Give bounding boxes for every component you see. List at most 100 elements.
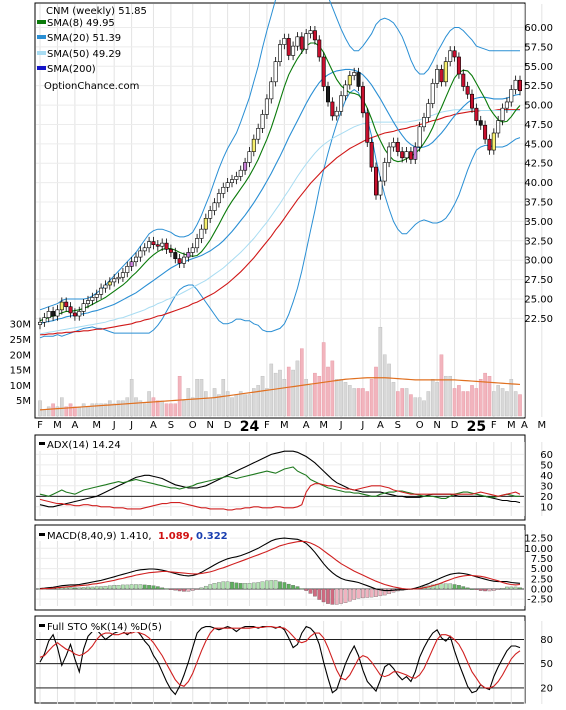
price-y-tick: 42.50 <box>524 159 553 170</box>
candle-body <box>430 83 435 104</box>
candle-body <box>182 256 187 264</box>
macd-histogram-bar <box>81 587 86 590</box>
candle-body <box>125 266 130 273</box>
macd-histogram-bar <box>313 588 317 597</box>
panel-y-tick: 2.50 <box>531 574 553 585</box>
candle-body <box>456 56 461 75</box>
volume-bar <box>365 391 370 417</box>
volume-bar <box>291 369 295 417</box>
volume-bar <box>77 406 82 417</box>
volume-bar <box>465 391 470 417</box>
x-tick-label: A <box>377 420 384 431</box>
volume-bar <box>38 400 42 417</box>
sto-title-bg <box>38 619 170 632</box>
x-tick-label: F <box>264 420 270 431</box>
price-y-tick: 27.50 <box>524 275 553 286</box>
price-y-tick: 22.50 <box>524 314 553 325</box>
macd-histogram-bar <box>304 588 309 591</box>
price-y-tick: 57.50 <box>524 42 553 53</box>
candle-body <box>42 317 47 323</box>
candle-body <box>478 120 483 126</box>
volume-bar <box>212 388 217 417</box>
volume-bar <box>439 354 444 417</box>
price-y-tick: 55.00 <box>524 62 553 73</box>
volume-bar <box>86 406 90 417</box>
panel-y-tick: 10 <box>540 502 553 513</box>
volume-bar <box>374 366 378 417</box>
macd-histogram-bar <box>217 582 221 590</box>
macd-histogram-bar <box>265 580 269 590</box>
indicator-line <box>39 537 521 592</box>
candle-body <box>369 142 374 168</box>
macd-histogram-bar <box>68 587 73 590</box>
candle-body <box>51 311 56 317</box>
volume-bar <box>147 391 151 417</box>
volume-bar <box>151 397 156 417</box>
candle-body <box>37 321 42 325</box>
sto-panel: 80 50 20 Full STO %K(14) %D(5) <box>34 615 553 704</box>
macd-histogram-bar <box>347 588 352 602</box>
price-y-tick: 25.00 <box>524 294 553 305</box>
candle-body <box>517 79 522 92</box>
candle-body <box>212 202 217 211</box>
macd-histogram-bar <box>382 588 387 596</box>
volume-bar <box>487 375 492 417</box>
macd-histogram-bar <box>151 585 156 590</box>
volume-bar <box>60 397 64 417</box>
volume-bar <box>243 394 247 417</box>
macd-histogram-bar <box>99 586 103 590</box>
sma20-line <box>39 68 521 325</box>
macd-histogram-bar <box>387 588 391 595</box>
candle-body <box>134 256 139 263</box>
panel-y-tick: 0.00 <box>531 584 553 595</box>
candle-body <box>112 278 117 283</box>
panel-y-tick: 80 <box>540 635 553 646</box>
volume-bar <box>177 375 182 417</box>
adx-title-bg <box>38 438 120 451</box>
macd-title-bg <box>38 528 230 541</box>
legend-swatch-sma20 <box>37 35 46 39</box>
legend-swatch-sma50 <box>37 51 46 55</box>
candle-body <box>325 86 330 103</box>
candle-body <box>417 126 422 148</box>
candle-body <box>443 61 448 83</box>
macd-histogram-bar <box>147 585 151 590</box>
volume-bar <box>387 363 391 417</box>
volume-bar <box>430 379 435 417</box>
volume-bar <box>435 382 439 417</box>
volume-bar <box>391 382 396 417</box>
panel-y-tick: 60 <box>540 450 553 461</box>
price-y-tick: 50.00 <box>524 101 553 112</box>
x-tick-label: M <box>280 420 289 431</box>
candle-body <box>186 252 191 258</box>
candle-body <box>164 242 169 250</box>
price-panel: 60.00 57.50 55.00 52.50 50.00 47.50 45.00 42.50… <box>10 0 553 435</box>
price-y-tick: 45.00 <box>524 139 553 150</box>
macd-histogram-bar <box>177 588 182 592</box>
x-tick-label: N <box>206 420 213 431</box>
volume-bar <box>496 385 500 417</box>
volume-bar <box>199 379 204 417</box>
candle-body <box>190 247 195 253</box>
candle-body <box>352 72 357 76</box>
volume-bar <box>208 397 212 417</box>
volume-bar <box>448 375 452 417</box>
volume-bar <box>378 326 383 417</box>
price-y-tick: 32.50 <box>524 236 553 247</box>
volume-bar <box>444 375 448 417</box>
price-y-tick: 52.50 <box>524 81 553 92</box>
price-y-tick: 40.00 <box>524 178 553 189</box>
candle-body <box>160 242 165 247</box>
candle-body <box>107 281 112 286</box>
macd-histogram-bar <box>190 588 195 591</box>
macd-histogram-bar <box>203 585 208 590</box>
macd-histogram-bar <box>278 581 282 590</box>
volume-bar <box>81 403 86 417</box>
price-y-tick: 35.00 <box>524 217 553 228</box>
price-y-tick: 30.00 <box>524 256 553 267</box>
x-tick-label: J <box>339 420 343 431</box>
macd-histogram-bar <box>230 581 234 590</box>
macd-histogram-bar <box>173 588 178 591</box>
macd-histogram-bar <box>295 586 300 590</box>
candle-body <box>277 44 282 62</box>
